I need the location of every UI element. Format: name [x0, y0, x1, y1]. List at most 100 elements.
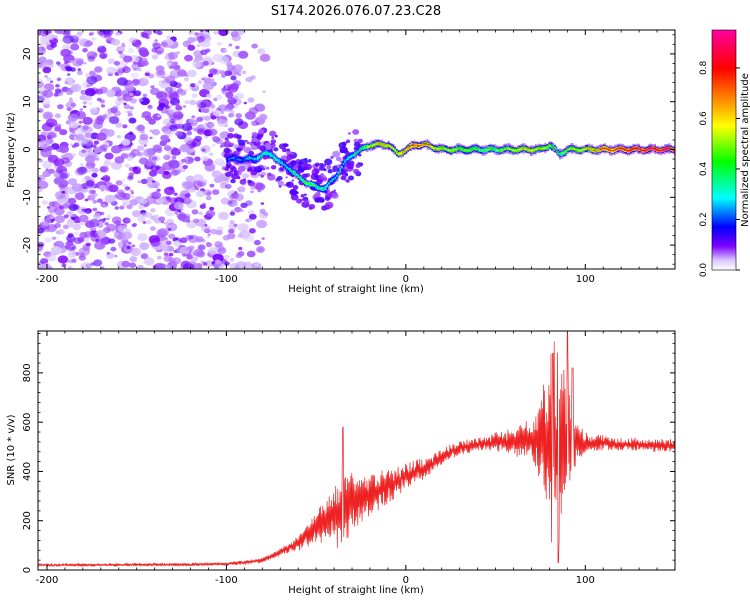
ridge-cell — [378, 142, 380, 145]
ridge-speckle — [223, 147, 231, 154]
noise-speckle — [187, 36, 196, 43]
noise-speckle — [38, 139, 51, 149]
ridge-cell — [320, 187, 322, 190]
noise-speckle — [196, 116, 204, 122]
ridge-speckle — [319, 163, 324, 167]
ridge-cell — [597, 149, 600, 151]
noise-speckle — [258, 173, 262, 176]
ridge-speckle — [331, 192, 339, 199]
noise-speckle — [67, 188, 74, 193]
ridge-speckle — [290, 189, 298, 196]
noise-speckle — [130, 148, 141, 157]
noise-speckle — [106, 252, 115, 259]
ridge-speckle — [327, 169, 333, 174]
ridge-speckle — [344, 150, 350, 155]
ridge-cell — [491, 147, 493, 150]
noise-speckle — [86, 83, 91, 88]
noise-speckle — [237, 73, 242, 77]
ridge-cell — [647, 148, 650, 150]
noise-speckle — [137, 180, 142, 184]
noise-speckle — [100, 144, 108, 151]
ridge-speckle — [236, 176, 241, 180]
ridge-cell — [528, 149, 530, 152]
ridge-cell — [357, 151, 359, 153]
ridge-cell — [397, 153, 400, 155]
ridge-cell — [337, 172, 340, 175]
noise-speckle — [149, 226, 156, 231]
ridge-cell — [502, 148, 505, 151]
noise-speckle — [238, 50, 249, 59]
noise-speckle — [231, 34, 241, 42]
ridge-speckle — [265, 144, 272, 150]
noise-speckle — [106, 214, 111, 219]
ridge-cell — [480, 149, 482, 151]
noise-speckle — [143, 76, 149, 82]
ridge-speckle — [338, 142, 347, 149]
noise-speckle — [172, 111, 184, 120]
ridge-cell — [232, 157, 235, 159]
ridge-cell — [568, 147, 571, 150]
ridge-cell — [341, 166, 343, 168]
noise-speckle — [155, 165, 161, 170]
noise-speckle — [166, 240, 172, 245]
ridge-cell — [418, 145, 421, 147]
noise-speckle — [214, 138, 223, 145]
noise-speckle — [140, 253, 149, 260]
ridge-cell — [331, 179, 333, 181]
colorbar-label: Normalized spectral amplitude — [740, 73, 750, 227]
noise-speckle — [188, 30, 195, 35]
noise-speckle — [146, 176, 154, 182]
noise-speckle — [205, 242, 213, 248]
noise-speckle — [98, 221, 104, 225]
noise-speckle — [71, 153, 76, 157]
noise-speckle — [85, 146, 93, 152]
ridge-cell — [463, 149, 466, 152]
ridge-cell — [555, 149, 558, 152]
noise-speckle — [192, 59, 198, 63]
ridge-speckle — [270, 139, 277, 144]
noise-speckle — [130, 247, 141, 257]
ridge-cell — [421, 144, 424, 146]
noise-speckle — [93, 107, 98, 111]
snr-xlabel: Height of straight line (km) — [288, 585, 424, 596]
ridge-cell — [284, 165, 287, 167]
ridge-cell — [496, 149, 498, 152]
noise-speckle — [55, 84, 60, 88]
noise-speckle — [261, 171, 267, 176]
noise-speckle — [99, 86, 108, 94]
noise-speckle — [102, 176, 111, 183]
ridge-cell — [494, 148, 497, 151]
ridge-cell — [412, 144, 414, 147]
noise-speckle — [88, 102, 93, 105]
ridge-cell — [657, 149, 660, 152]
noise-speckle — [83, 231, 93, 238]
ridge-cell — [551, 145, 553, 148]
noise-speckle — [228, 43, 233, 47]
ridge-cell — [273, 156, 275, 159]
noise-speckle — [182, 105, 187, 108]
noise-speckle — [164, 186, 175, 196]
noise-speckle — [163, 154, 171, 161]
noise-speckle — [47, 131, 57, 139]
noise-speckle — [104, 129, 115, 137]
noise-speckle — [235, 45, 240, 50]
noise-speckle — [173, 240, 182, 247]
noise-speckle — [64, 61, 68, 65]
noise-speckle — [89, 70, 96, 76]
noise-speckle — [132, 168, 141, 175]
ridge-cell — [630, 149, 632, 151]
noise-speckle — [66, 89, 74, 96]
colorbar-ticks: 0.0 0.2 0.4 0.6 0.8 — [699, 60, 740, 277]
noise-speckle — [59, 129, 68, 136]
ridge-speckle — [310, 173, 319, 180]
noise-speckle — [75, 36, 83, 42]
ridge-cell — [446, 148, 448, 151]
noise-speckle — [138, 47, 148, 55]
noise-speckle — [259, 208, 266, 214]
ridge-cell — [504, 147, 506, 150]
noise-speckle — [121, 178, 126, 182]
ridge-cell — [525, 148, 527, 150]
noise-speckle — [237, 223, 249, 232]
noise-speckle — [118, 50, 123, 55]
noise-speckle — [137, 233, 148, 242]
